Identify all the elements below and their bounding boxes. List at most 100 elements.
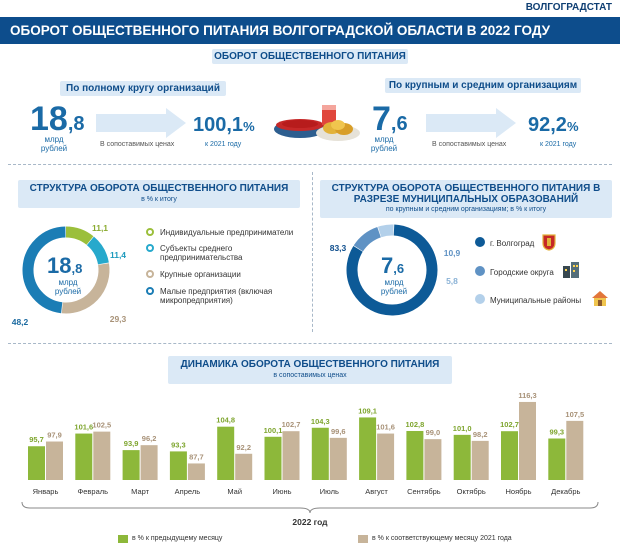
bar-label-yoy-6: 99,6 (331, 427, 346, 436)
legend-small-marker (146, 287, 154, 295)
bar-mom-4 (217, 426, 235, 480)
dynamics-subtitle: в сопоставимых ценах (273, 372, 347, 379)
coat-of-arms-icon (542, 234, 556, 251)
bar-label-mom-9: 101,0 (453, 424, 472, 433)
bar-label-yoy-4: 92,2 (236, 443, 251, 452)
bar-label-mom-5: 100,1 (264, 426, 283, 435)
municipal-label-1: 10,9 (444, 248, 461, 258)
pct-full-sign: % (243, 119, 255, 134)
structure-subtitle: в % к итогу (141, 196, 177, 203)
vs-2021-large: к 2021 году (540, 141, 577, 148)
bar-label-yoy-9: 98,2 (473, 430, 488, 439)
structure-center-unit: млрд рублей (54, 278, 82, 296)
structure-label-2: 29,3 (110, 314, 127, 324)
arrow-large-icon (426, 108, 516, 138)
bar-label-yoy-1: 102,5 (92, 421, 111, 430)
turnover-full-dec: ,8 (67, 113, 85, 135)
bar-mom-1 (75, 433, 93, 480)
legend-city-districts-marker (475, 266, 485, 276)
food-icon (274, 105, 360, 141)
bar-yoy-0 (46, 441, 63, 480)
pct-full-int: 100,1 (193, 114, 244, 136)
structure-label-3: 48,2 (12, 317, 29, 327)
municipal-label-0: 83,3 (330, 243, 347, 253)
municipal-center-value: 7,6 (381, 253, 404, 279)
bar-label-mom-0: 95,7 (29, 435, 44, 444)
month-label-2: Март (131, 487, 150, 496)
year-label: 2022 год (292, 517, 328, 527)
label-large-medium: По крупным и средним организациям (385, 78, 581, 93)
structure-title: СТРУКТУРА ОБОРОТА ОБЩЕСТВЕННОГО ПИТАНИЯ (29, 183, 289, 194)
turnover-full-int: 18 (30, 100, 68, 138)
municipal-title: СТРУКТУРА ОБОРОТА ОБЩЕСТВЕННОГО ПИТАНИЯ … (331, 183, 601, 205)
bar-yoy-6 (329, 437, 347, 480)
label-full-circle: По полному кругу организаций (60, 81, 226, 96)
bar-mom-8 (406, 430, 424, 480)
turnover-large-value: 7,6 (372, 100, 408, 139)
vs-2021-full: к 2021 году (205, 141, 242, 148)
divider-top (8, 164, 612, 165)
legend-city-districts: Городские округа (490, 268, 554, 277)
pct-large: 92,2% (528, 114, 579, 137)
house-icon (592, 291, 608, 306)
municipal-center-int: 7 (381, 253, 394, 278)
structure-center-value: 18,8 (47, 253, 82, 279)
bar-mom-0 (28, 446, 45, 480)
bar-yoy-2 (140, 445, 158, 480)
bar-label-yoy-2: 96,2 (142, 434, 157, 443)
month-label-9: Октябрь (457, 487, 486, 496)
arrow-full-icon (96, 108, 186, 138)
structure-center-int: 18 (47, 253, 72, 278)
legend-green-swatch (118, 535, 128, 543)
municipal-title-box: СТРУКТУРА ОБОРОТА ОБЩЕСТВЕННОГО ПИТАНИЯ … (320, 180, 612, 218)
legend-volgograd-marker (475, 237, 485, 247)
bar-label-mom-7: 109,1 (358, 406, 377, 415)
bar-mom-3 (169, 451, 187, 480)
municipal-label-2: 5,8 (446, 276, 458, 286)
legend-municipal-districts-marker (475, 294, 485, 304)
municipal-center-dec: ,6 (393, 261, 405, 276)
bar-label-mom-3: 93,3 (171, 440, 186, 449)
month-label-0: Январь (33, 487, 59, 496)
org-name: ВОЛГОГРАДСТАТ (525, 2, 612, 13)
bar-yoy-10 (519, 401, 536, 480)
year-bracket (21, 501, 599, 514)
comparable-prices-full: В сопоставимых ценах (100, 141, 175, 148)
structure-slice-0 (65, 226, 94, 245)
pct-large-sign: % (566, 119, 579, 134)
pct-full: 100,1% (193, 114, 255, 137)
bar-mom-10 (501, 431, 518, 480)
divider-vertical (312, 172, 313, 332)
bar-yoy-11 (566, 420, 584, 480)
bar-label-yoy-7: 101,6 (376, 423, 395, 432)
comparable-prices-large: В сопоставимых ценах (432, 141, 507, 148)
bar-mom-11 (548, 438, 566, 480)
month-label-6: Июль (320, 487, 339, 496)
structure-slice-1 (86, 236, 109, 265)
month-label-5: Июнь (272, 487, 291, 496)
city-buildings-icon (563, 262, 579, 278)
bar-yoy-4 (235, 453, 253, 480)
month-label-10: Ноябрь (505, 487, 531, 496)
turnover-full-unit: млрд рублей (40, 135, 68, 153)
bar-label-mom-2: 93,9 (124, 439, 139, 448)
bar-mom-2 (122, 450, 140, 480)
bar-yoy-5 (282, 431, 300, 480)
bar-yoy-3 (187, 463, 205, 480)
bar-label-mom-11: 99,3 (549, 428, 564, 437)
dynamics-title-box: ДИНАМИКА ОБОРОТА ОБЩЕСТВЕННОГО ПИТАНИЯ в… (168, 356, 452, 384)
bar-label-mom-6: 104,3 (311, 417, 330, 426)
page-title: ОБОРОТ ОБЩЕСТВЕННОГО ПИТАНИЯ ВОЛГОГРАДСК… (0, 17, 620, 44)
legend-medium: Субъекты среднего предпринимательства (160, 244, 243, 262)
legend-volgograd: г. Волгоград (490, 239, 535, 248)
structure-title-box: СТРУКТУРА ОБОРОТА ОБЩЕСТВЕННОГО ПИТАНИЯ … (18, 180, 300, 208)
month-label-8: Сентябрь (407, 487, 441, 496)
legend-small: Малые предприятия (включая микропредприя… (160, 287, 273, 305)
month-label-11: Декабрь (551, 487, 580, 496)
bar-yoy-1 (93, 431, 111, 480)
bar-mom-6 (311, 427, 329, 480)
legend-ip-marker (146, 228, 154, 236)
structure-center-dec: ,8 (71, 261, 83, 276)
bar-yoy-7 (377, 433, 395, 480)
divider-middle (8, 343, 612, 344)
